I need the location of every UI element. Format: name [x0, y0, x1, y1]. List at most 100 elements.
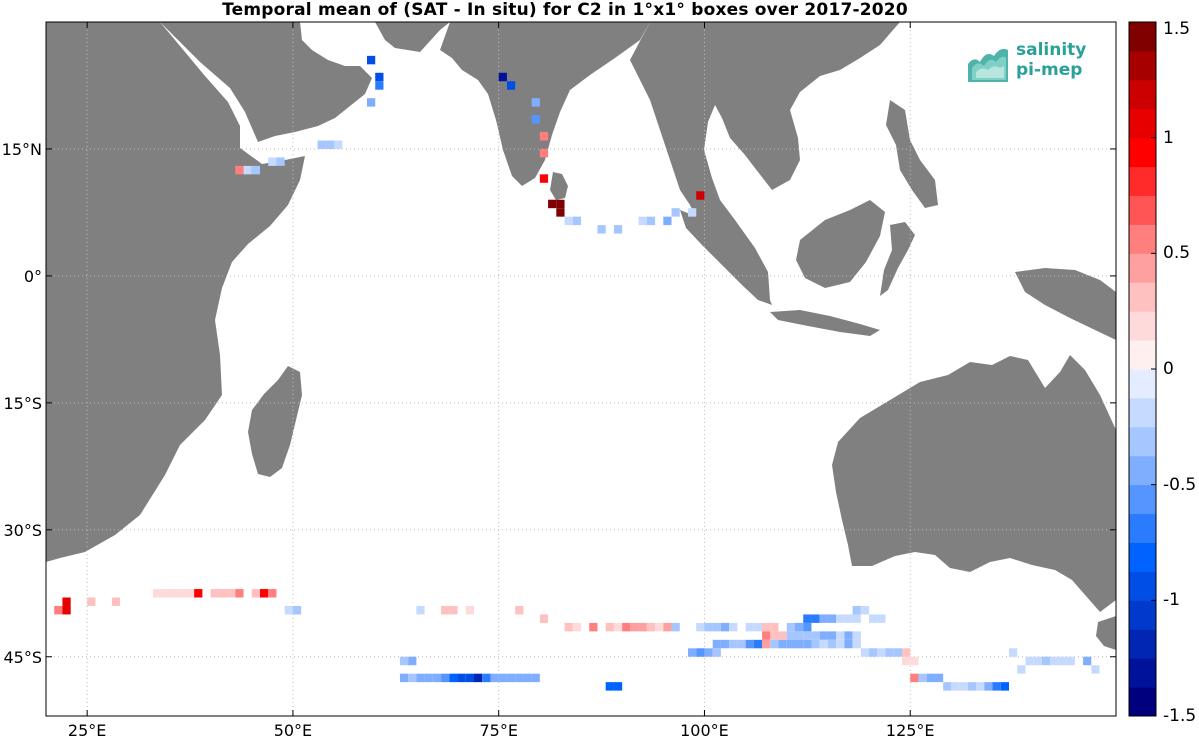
colorbar-swatch — [1129, 658, 1156, 688]
data-cell — [1050, 656, 1059, 666]
colorbar-tick-label: 1 — [1163, 127, 1174, 148]
land-sumatra — [680, 210, 772, 305]
data-cell — [441, 605, 450, 615]
data-cell — [539, 614, 549, 623]
colorbar-swatch — [1129, 455, 1156, 486]
data-cell — [243, 165, 252, 175]
data-cell — [1000, 682, 1009, 691]
land-java — [770, 310, 880, 336]
data-cell — [597, 225, 606, 234]
data-cell — [696, 648, 705, 657]
data-cell — [457, 673, 466, 683]
data-cell — [836, 614, 845, 623]
data-cell — [449, 673, 458, 683]
data-cell — [523, 673, 532, 683]
land-australia — [832, 355, 1116, 612]
data-cell — [1041, 656, 1051, 666]
data-cell — [325, 140, 335, 149]
data-cell — [959, 682, 968, 691]
data-cell — [367, 98, 376, 107]
data-cell — [869, 614, 878, 623]
colorbar-swatch — [1129, 282, 1156, 312]
data-cell — [564, 216, 573, 226]
data-cell — [630, 622, 639, 632]
data-cell — [704, 622, 713, 632]
data-cell — [556, 208, 565, 217]
colorbar-swatch — [1129, 108, 1156, 139]
data-cell — [111, 597, 121, 606]
colorbar-swatch — [1129, 629, 1156, 659]
logo-text-pimep: pi-mep — [1016, 60, 1083, 80]
y-tick-label: 45°S — [3, 648, 42, 667]
colorbar-swatch — [1129, 224, 1156, 254]
y-tick-label: 0° — [24, 267, 42, 286]
colorbar-swatch — [1129, 22, 1156, 52]
data-cell — [762, 639, 771, 649]
colorbar-tick-label: 0 — [1163, 359, 1174, 379]
land-indochina — [630, 22, 900, 300]
data-cell — [712, 648, 721, 657]
data-cell — [556, 199, 565, 209]
data-cell — [869, 648, 878, 657]
logo-text-salinity: salinity — [1016, 40, 1087, 60]
data-cell — [465, 673, 474, 683]
axis-ticks: 25°E 50°E 75°E 100°E 125°E 15°N 0° 15°S 30°S 45°S — [2, 22, 1116, 740]
data-cell — [1066, 656, 1075, 666]
data-cell — [441, 673, 450, 683]
land-borneo — [796, 200, 885, 288]
data-cell — [663, 216, 672, 226]
data-cell — [811, 614, 820, 623]
data-cell — [795, 639, 804, 649]
map-title: Temporal mean of (SAT - In situ) for C2 … — [222, 0, 908, 20]
data-cell — [902, 656, 911, 666]
data-cell — [62, 605, 71, 615]
data-cell — [753, 639, 763, 649]
data-cell — [877, 648, 886, 657]
data-cell — [276, 157, 285, 166]
data-cell — [778, 631, 787, 640]
data-cell — [161, 589, 170, 598]
data-cell — [1009, 648, 1018, 657]
colorbar-swatch — [1129, 253, 1156, 283]
data-cell — [515, 673, 524, 683]
colorbar-swatch — [1129, 687, 1156, 717]
data-cell — [663, 622, 672, 632]
land-newguinea — [1015, 268, 1116, 340]
y-tick-label: 15°N — [2, 140, 42, 159]
data-cell — [605, 682, 614, 691]
data-cell — [268, 157, 277, 166]
map-frame — [45, 21, 1117, 717]
x-tick-label: 25°E — [68, 721, 106, 740]
data-cell — [712, 622, 721, 632]
data-cell — [770, 631, 779, 640]
data-cell — [753, 622, 763, 632]
land-sulawesi — [880, 222, 915, 296]
data-cell — [284, 605, 293, 615]
data-cell — [827, 614, 837, 623]
data-cell — [424, 673, 433, 683]
data-cell — [1058, 656, 1067, 666]
colorbar-swatch — [1129, 166, 1156, 196]
data-cell — [572, 622, 581, 632]
data-cell — [408, 673, 417, 683]
data-cell — [177, 589, 186, 598]
data-cell — [803, 639, 812, 649]
data-cell — [539, 174, 549, 183]
data-cell — [613, 682, 623, 691]
data-cell — [416, 673, 425, 683]
data-cell — [531, 98, 540, 107]
data-cell — [498, 673, 507, 683]
data-cell — [474, 673, 483, 683]
data-cell — [531, 673, 540, 683]
data-cell — [910, 656, 919, 666]
data-cell — [646, 216, 656, 226]
data-cell — [638, 622, 647, 632]
colorbar-swatch — [1129, 426, 1156, 457]
data-cell — [227, 589, 236, 598]
data-cell — [819, 614, 828, 623]
data-cell — [605, 622, 614, 632]
data-cell — [860, 648, 870, 657]
data-cell — [704, 648, 713, 657]
data-cell — [564, 622, 573, 632]
data-cell — [819, 639, 828, 649]
